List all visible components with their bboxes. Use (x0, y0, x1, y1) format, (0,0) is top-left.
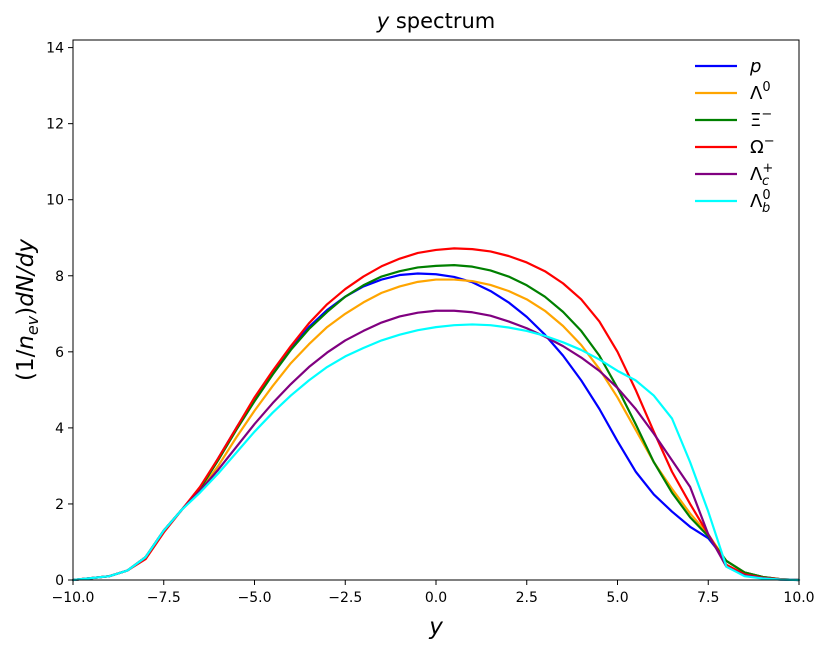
series-line-3 (71, 264, 801, 582)
legend-label: Ω− (750, 134, 775, 158)
y-label-part-3: ev (23, 315, 42, 335)
legend-item: Λ0 b (695, 188, 771, 216)
y-label-part-5: dN/dy (13, 239, 39, 307)
legend-label: Λ0 b (750, 188, 771, 216)
x-tick-label: −2.5 (328, 590, 362, 606)
axis-ticks: −10.0 −7.5 −5.0 −2.5 0.0 2.5 5.0 7.5 10.0 0 2 4 6 8 10… (46, 41, 814, 606)
y-tick-label: 10 (46, 193, 64, 209)
legend-item: p (695, 56, 761, 77)
y-label-part-1: (1/ (13, 349, 39, 381)
y-axis-label: (1/nev)dN/dy (13, 239, 42, 381)
chart-title-text: spectrum (389, 9, 495, 33)
chart-title-variable: y (376, 9, 390, 33)
series-line-5 (71, 309, 801, 582)
x-axis-label: y (428, 614, 443, 640)
series-line-6 (71, 323, 801, 582)
legend-label: p (749, 56, 761, 77)
x-tick-label: −5.0 (238, 590, 272, 606)
x-tick-label: 2.5 (516, 590, 538, 606)
series-line-1 (71, 272, 801, 582)
y-label-part-4: ) (13, 307, 39, 316)
x-tick-label: −7.5 (147, 590, 181, 606)
legend-item: Λ0 (695, 80, 771, 104)
legend: p Λ0 Ξ− Ω− Λ+ cΛ0 b (695, 56, 775, 216)
y-tick-label: 0 (55, 573, 64, 589)
legend-label: Λ+ c (750, 161, 773, 189)
legend-item: Λ+ c (695, 161, 773, 189)
chart-title: y spectrum (376, 9, 495, 33)
y-tick-label: 8 (55, 269, 64, 285)
x-tick-label: 5.0 (606, 590, 628, 606)
x-tick-label: 0.0 (425, 590, 447, 606)
y-tick-label: 12 (46, 117, 64, 133)
legend-item: Ω− (695, 134, 775, 158)
x-tick-label: −10.0 (52, 590, 95, 606)
series-lines (71, 247, 801, 582)
legend-item: Ξ− (695, 107, 772, 131)
y-tick-label: 4 (55, 421, 64, 437)
series-line-4 (71, 247, 801, 582)
y-tick-label: 2 (55, 497, 64, 513)
plot-frame (72, 39, 800, 581)
x-tick-label: 10.0 (783, 590, 814, 606)
y-label-part-2: n (13, 335, 39, 350)
x-tick-label: 7.5 (697, 590, 719, 606)
series-line-2 (71, 278, 801, 582)
y-tick-label: 6 (55, 345, 64, 361)
legend-label: Λ0 (750, 80, 771, 104)
y-tick-label: 14 (46, 41, 64, 57)
legend-label: Ξ− (750, 107, 772, 131)
